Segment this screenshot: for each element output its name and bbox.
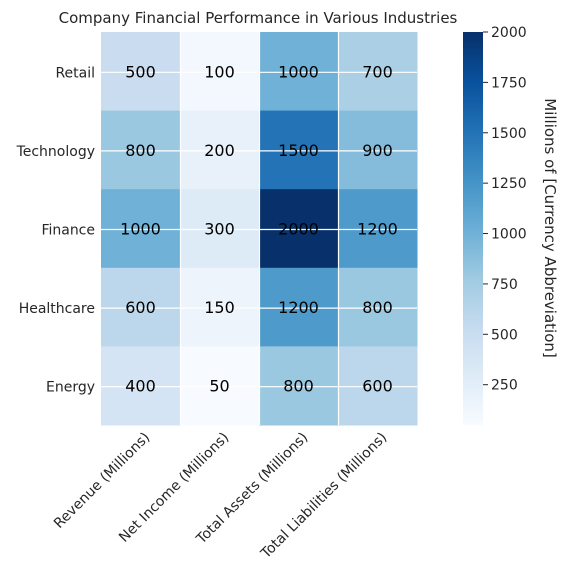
colorbar: [463, 32, 483, 425]
heatmap-cell: [259, 189, 339, 269]
heatmap-grid: [101, 32, 417, 425]
cell-value-label: 800: [125, 141, 156, 160]
heatmap-cell: [101, 267, 181, 347]
colorbar-label: Millions of [Currency Abbreviation]: [541, 98, 559, 358]
row-tick-label: Retail: [55, 65, 95, 81]
heatmap-cell: [180, 32, 260, 112]
colorbar-tick-label: 1000: [491, 227, 527, 243]
colorbar-tick-label: 500: [491, 327, 518, 343]
heatmap-cell: [338, 110, 418, 190]
row-tick-labels: Retail Technology Finance Healthcare Energy: [16, 65, 95, 395]
heatmap-cell: [338, 346, 418, 426]
cell-value-label: 700: [362, 62, 393, 81]
heatmap-cells: [101, 32, 418, 426]
cell-value-labels: 500 100 1000 700 800 200 1500 900 1000 300 2000 120…: [120, 62, 398, 395]
cell-value-label: 1500: [278, 141, 319, 160]
cell-value-label: 800: [362, 298, 393, 317]
colorbar-tick-label: 2000: [491, 25, 527, 41]
heatmap-cell: [101, 189, 181, 269]
cell-value-label: 600: [125, 298, 156, 317]
heatmap-cell: [180, 267, 260, 347]
cell-value-label: 150: [204, 298, 235, 317]
cell-value-label: 1000: [278, 62, 319, 81]
heatmap-cell: [259, 346, 339, 426]
colorbar-ticks: 250 500 750 1000 1250 1500 1750 2000: [483, 25, 527, 394]
heatmap-cell: [338, 267, 418, 347]
colorbar-tick-label: 250: [491, 378, 518, 394]
heatmap-cell: [180, 346, 260, 426]
heatmap-cell: [259, 110, 339, 190]
chart-title: Company Financial Performance in Various…: [59, 9, 458, 27]
cell-value-label: 1200: [357, 220, 398, 239]
heatmap-cell: [338, 189, 418, 269]
row-tick-label: Finance: [41, 223, 95, 239]
cell-value-label: 2000: [278, 220, 319, 239]
column-tick-labels: Revenue (Millions)Net Income (Millions)T…: [51, 430, 390, 563]
cell-value-label: 50: [209, 377, 229, 396]
colorbar-tick-label: 1250: [491, 176, 527, 192]
cell-value-label: 100: [204, 62, 235, 81]
colorbar-tick-label: 1500: [491, 126, 527, 142]
cell-value-label: 800: [283, 377, 314, 396]
cell-value-label: 600: [362, 377, 393, 396]
colorbar-tick-label: 1750: [491, 75, 527, 91]
heatmap-cell: [259, 32, 339, 112]
column-tick-label: Total Liabilities (Millions): [257, 430, 390, 563]
row-tick-label: Healthcare: [19, 301, 95, 317]
heatmap-cell: [101, 346, 181, 426]
cell-value-label: 200: [204, 141, 235, 160]
colorbar-tick-label: 750: [491, 277, 518, 293]
row-tick-label: Energy: [46, 380, 95, 396]
row-tick-label: Technology: [16, 144, 95, 160]
heatmap-cell: [180, 189, 260, 269]
cell-value-label: 500: [125, 62, 156, 81]
cell-value-label: 1000: [120, 220, 161, 239]
heatmap-cell: [180, 110, 260, 190]
heatmap-cell: [101, 32, 181, 112]
heatmap-cell: [259, 267, 339, 347]
heatmap-cell: [338, 32, 418, 112]
cell-value-label: 1200: [278, 298, 319, 317]
heatmap-cell: [101, 110, 181, 190]
cell-value-label: 400: [125, 377, 156, 396]
cell-value-label: 300: [204, 220, 235, 239]
cell-value-label: 900: [362, 141, 393, 160]
